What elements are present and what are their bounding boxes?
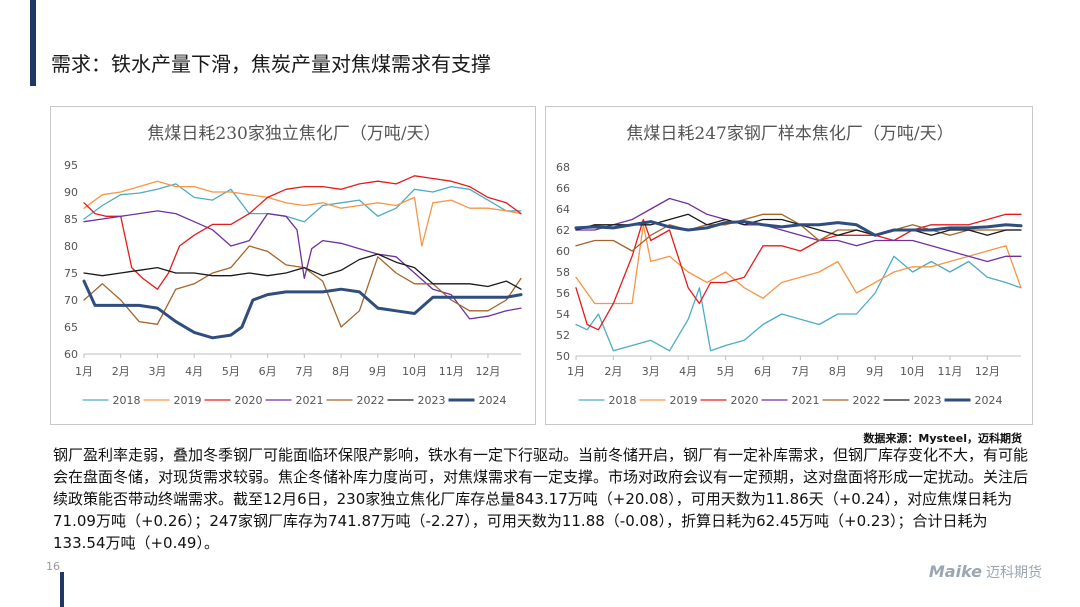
accent-bar-top [30, 0, 36, 86]
legend-label-2023: 2023 [914, 394, 942, 407]
x-tick-label: 3月 [642, 365, 660, 378]
x-tick-label: 12月 [975, 365, 1000, 378]
chart-steel-247: 焦煤日耗247家钢厂样本焦化厂（万吨/天） 50 52 54 56 58 60 62 64 66 6… [556, 124, 1023, 407]
x-tick-label: 6月 [259, 365, 277, 378]
series-line-2022 [83, 245, 522, 328]
series-line-2019 [575, 224, 1022, 305]
data-source: 数据来源：Mysteel，迈科期货 [863, 432, 1022, 445]
x-tick-label: 10月 [402, 365, 427, 378]
y-tick-label: 50 [556, 350, 570, 363]
x-tick-label: 12月 [475, 365, 500, 378]
x-tick-label: 9月 [369, 365, 387, 378]
series-line-2020 [83, 175, 522, 290]
y-tick-label: 52 [556, 329, 570, 342]
legend-label-2024: 2024 [479, 394, 507, 407]
y-tick-label: 68 [556, 161, 570, 174]
chart-title: 焦煤日耗247家钢厂样本焦化厂（万吨/天） [626, 124, 953, 144]
x-tick-label: 9月 [866, 365, 884, 378]
legend-label-2022: 2022 [853, 394, 881, 407]
y-tick-label: 64 [556, 203, 570, 216]
y-tick-label: 90 [64, 186, 78, 199]
chart-panel-coking-230: 焦煤日耗230家独立焦化厂（万吨/天） 60 65 70 75 80 85 90 95 1月 2月 3… [50, 106, 536, 425]
series-line-2024 [82, 279, 523, 340]
y-tick-label: 58 [556, 266, 570, 279]
x-tick-label: 2月 [112, 365, 130, 378]
x-tick-label: 7月 [791, 365, 809, 378]
body-paragraph: 钢厂盈利率走弱，叠加冬季钢厂可能面临环保限产影响，铁水有一定下行驱动。当前冬储开… [53, 446, 1029, 552]
x-tick-label: 1月 [75, 365, 93, 378]
y-tick-label: 95 [64, 159, 78, 172]
y-tick-label: 54 [556, 308, 570, 321]
x-tick-label: 7月 [295, 365, 313, 378]
legend-label-2021: 2021 [792, 394, 820, 407]
series-line-2019 [83, 180, 522, 247]
legend-label-2020: 2020 [731, 394, 759, 407]
series-line-2018 [83, 183, 522, 223]
legend-label-2018: 2018 [609, 394, 637, 407]
x-tick-label: 5月 [717, 365, 735, 378]
page-title: 需求：铁水产量下滑，焦炭产量对焦煤需求有支撑 [51, 52, 491, 76]
series-line-2018 [575, 255, 1022, 352]
x-tick-label: 5月 [222, 365, 240, 378]
y-tick-label: 85 [64, 213, 78, 226]
page-number: 16 [46, 560, 60, 573]
y-tick-label: 60 [64, 348, 78, 361]
x-tick-label: 6月 [754, 365, 772, 378]
y-tick-label: 60 [556, 245, 570, 258]
legend-label-2022: 2022 [357, 394, 385, 407]
x-tick-label: 11月 [937, 365, 962, 378]
legend-label-2023: 2023 [418, 394, 446, 407]
y-tick-label: 80 [64, 240, 78, 253]
y-tick-label: 75 [64, 267, 78, 280]
chart-coking-230: 焦煤日耗230家独立焦化厂（万吨/天） 60 65 70 75 80 85 90 95 1月 2月 3… [64, 124, 523, 407]
company-logo: Maike 迈科期货 [929, 562, 1042, 582]
x-tick-label: 8月 [332, 365, 350, 378]
legend-label-2024: 2024 [975, 394, 1003, 407]
x-tick-label: 4月 [679, 365, 697, 378]
series-line-2021 [83, 210, 522, 320]
x-tick-label: 2月 [604, 365, 622, 378]
x-tick-label: 11月 [439, 365, 464, 378]
y-tick-label: 62 [556, 224, 570, 237]
legend-label-2019: 2019 [174, 394, 202, 407]
legend-label-2018: 2018 [113, 394, 141, 407]
y-tick-label: 70 [64, 294, 78, 307]
x-tick-label: 10月 [900, 365, 925, 378]
series-line-2024 [574, 220, 1023, 237]
series-line-2023 [83, 253, 522, 290]
y-tick-label: 66 [556, 182, 570, 195]
chart-panel-steel-247: 焦煤日耗247家钢厂样本焦化厂（万吨/天） 50 52 54 56 58 60 62 64 66 6… [545, 106, 1033, 425]
logo-text: Maike [928, 562, 982, 581]
legend-label-2020: 2020 [235, 394, 263, 407]
series-line-2020 [575, 213, 1022, 331]
x-tick-label: 4月 [185, 365, 203, 378]
chart-title: 焦煤日耗230家独立焦化厂（万吨/天） [147, 124, 440, 144]
logo-cn: 迈科期货 [986, 565, 1042, 581]
x-tick-label: 1月 [567, 365, 585, 378]
x-tick-label: 8月 [829, 365, 847, 378]
x-tick-label: 3月 [148, 365, 166, 378]
y-tick-label: 56 [556, 287, 570, 300]
y-tick-label: 65 [64, 321, 78, 334]
series-line-2021 [575, 197, 1022, 263]
legend-label-2019: 2019 [670, 394, 698, 407]
legend-label-2021: 2021 [296, 394, 324, 407]
accent-bar-bottom [60, 572, 64, 607]
